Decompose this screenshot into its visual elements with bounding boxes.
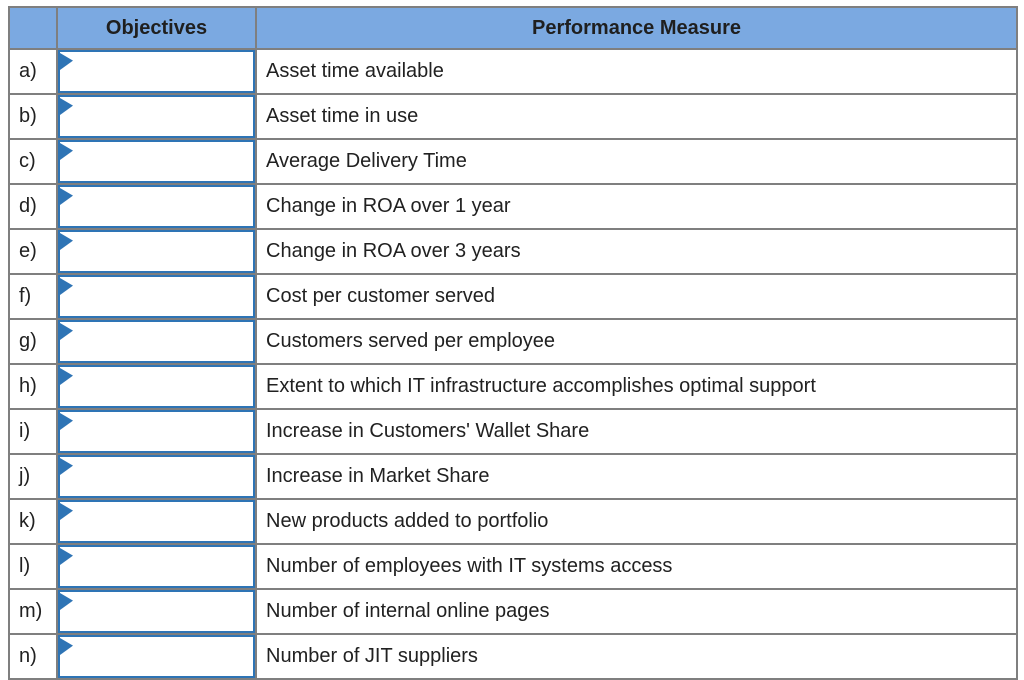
performance-measure-text: Asset time available — [255, 48, 1018, 95]
objective-cell — [56, 318, 257, 365]
dropdown-flag-icon — [60, 458, 73, 475]
row-letter: b) — [8, 93, 58, 140]
objective-dropdown[interactable] — [59, 321, 254, 362]
dropdown-flag-icon — [60, 638, 73, 655]
objective-cell — [56, 408, 257, 455]
objective-dropdown[interactable] — [59, 636, 254, 677]
table-row: b) Asset time in use — [8, 93, 1018, 140]
table-row: n) Number of JIT suppliers — [8, 633, 1018, 680]
row-letter: n) — [8, 633, 58, 680]
row-letter: h) — [8, 363, 58, 410]
dropdown-flag-icon — [60, 503, 73, 520]
table-row: k) New products added to portfolio — [8, 498, 1018, 545]
objective-dropdown[interactable] — [59, 366, 254, 407]
objective-cell — [56, 273, 257, 320]
dropdown-flag-icon — [60, 188, 73, 205]
table-row: a) Asset time available — [8, 48, 1018, 95]
performance-measure-text: Cost per customer served — [255, 273, 1018, 320]
dropdown-flag-icon — [60, 593, 73, 610]
table-row: j) Increase in Market Share — [8, 453, 1018, 500]
performance-measure-text: Number of internal online pages — [255, 588, 1018, 635]
dropdown-flag-icon — [60, 413, 73, 430]
table-row: h) Extent to which IT infrastructure acco… — [8, 363, 1018, 410]
table-row: i) Increase in Customers' Wallet Share — [8, 408, 1018, 455]
row-letter: k) — [8, 498, 58, 545]
objective-cell — [56, 228, 257, 275]
objective-dropdown[interactable] — [59, 546, 254, 587]
table-body: a) Asset time available b) Asset time in us… — [8, 48, 1018, 680]
dropdown-flag-icon — [60, 53, 73, 70]
objective-dropdown[interactable] — [59, 411, 254, 452]
objective-dropdown[interactable] — [59, 231, 254, 272]
row-letter: f) — [8, 273, 58, 320]
performance-measure-text: Increase in Customers' Wallet Share — [255, 408, 1018, 455]
objective-dropdown[interactable] — [59, 141, 254, 182]
objective-cell — [56, 453, 257, 500]
table-row: f) Cost per customer served — [8, 273, 1018, 320]
performance-measure-text: Change in ROA over 3 years — [255, 228, 1018, 275]
performance-measure-text: Asset time in use — [255, 93, 1018, 140]
objectives-matching-table: Objectives Performance Measure a) Asset t… — [8, 6, 1018, 680]
objective-cell — [56, 363, 257, 410]
objective-dropdown[interactable] — [59, 456, 254, 497]
objective-cell — [56, 48, 257, 95]
row-letter: g) — [8, 318, 58, 365]
table-row: e) Change in ROA over 3 years — [8, 228, 1018, 275]
objective-dropdown[interactable] — [59, 501, 254, 542]
header-objectives: Objectives — [56, 6, 257, 50]
table-row: l) Number of employees with IT systems ac… — [8, 543, 1018, 590]
objective-cell — [56, 498, 257, 545]
dropdown-flag-icon — [60, 278, 73, 295]
objective-dropdown[interactable] — [59, 51, 254, 92]
row-letter: a) — [8, 48, 58, 95]
table-row: c) Average Delivery Time — [8, 138, 1018, 185]
performance-measure-text: Number of JIT suppliers — [255, 633, 1018, 680]
row-letter: d) — [8, 183, 58, 230]
dropdown-flag-icon — [60, 368, 73, 385]
header-row: Objectives Performance Measure — [8, 6, 1018, 50]
objective-cell — [56, 543, 257, 590]
objective-cell — [56, 183, 257, 230]
objective-dropdown[interactable] — [59, 96, 254, 137]
objective-cell — [56, 93, 257, 140]
question-area: Objectives Performance Measure a) Asset t… — [8, 6, 1018, 680]
table-header: Objectives Performance Measure — [8, 6, 1018, 50]
performance-measure-text: New products added to portfolio — [255, 498, 1018, 545]
table-row: g) Customers served per employee — [8, 318, 1018, 365]
row-letter: c) — [8, 138, 58, 185]
dropdown-flag-icon — [60, 98, 73, 115]
header-letter-cell — [8, 6, 58, 50]
objective-cell — [56, 138, 257, 185]
performance-measure-text: Customers served per employee — [255, 318, 1018, 365]
objective-dropdown[interactable] — [59, 276, 254, 317]
row-letter: m) — [8, 588, 58, 635]
dropdown-flag-icon — [60, 143, 73, 160]
dropdown-flag-icon — [60, 323, 73, 340]
performance-measure-text: Extent to which IT infrastructure accomp… — [255, 363, 1018, 410]
table-row: d) Change in ROA over 1 year — [8, 183, 1018, 230]
row-letter: l) — [8, 543, 58, 590]
objective-cell — [56, 633, 257, 680]
row-letter: j) — [8, 453, 58, 500]
dropdown-flag-icon — [60, 548, 73, 565]
objective-dropdown[interactable] — [59, 591, 254, 632]
performance-measure-text: Number of employees with IT systems acce… — [255, 543, 1018, 590]
row-letter: e) — [8, 228, 58, 275]
dropdown-flag-icon — [60, 233, 73, 250]
performance-measure-text: Change in ROA over 1 year — [255, 183, 1018, 230]
objective-cell — [56, 588, 257, 635]
objective-dropdown[interactable] — [59, 186, 254, 227]
performance-measure-text: Average Delivery Time — [255, 138, 1018, 185]
performance-measure-text: Increase in Market Share — [255, 453, 1018, 500]
row-letter: i) — [8, 408, 58, 455]
table-row: m) Number of internal online pages — [8, 588, 1018, 635]
header-performance-measure: Performance Measure — [255, 6, 1018, 50]
